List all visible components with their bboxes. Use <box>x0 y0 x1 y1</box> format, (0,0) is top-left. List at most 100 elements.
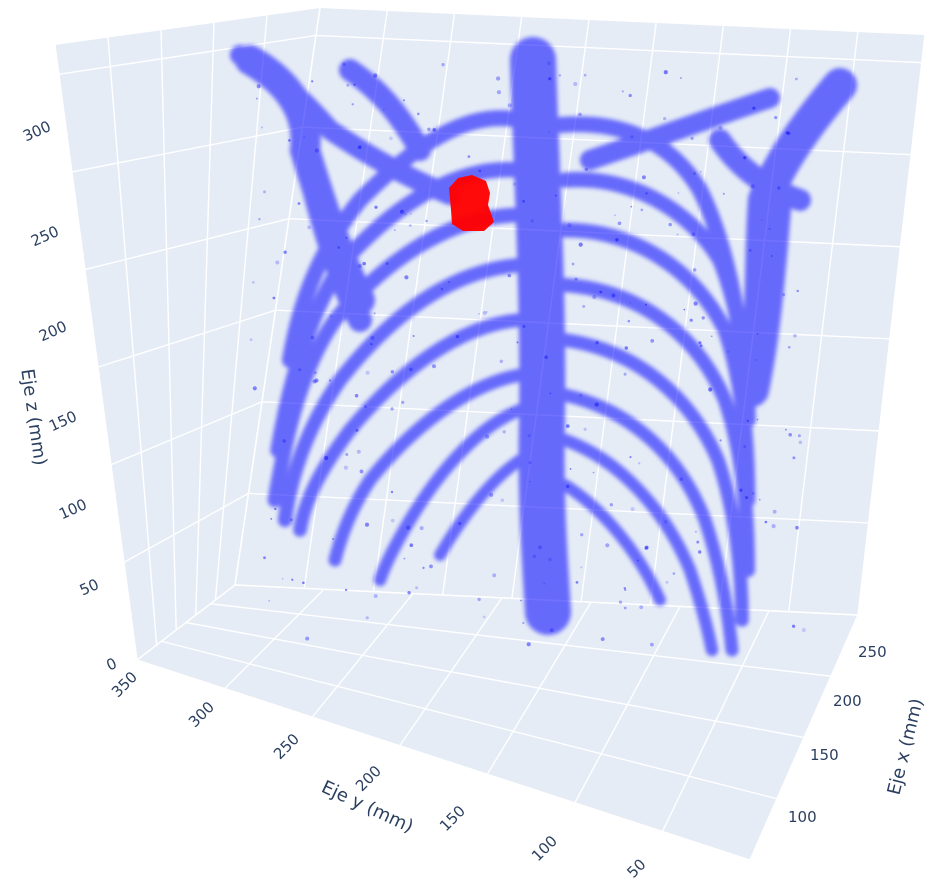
bone-point <box>548 130 551 133</box>
rib-left <box>434 454 526 561</box>
bone-point <box>543 582 546 585</box>
bone-point <box>408 224 412 227</box>
bone-point <box>409 543 414 548</box>
bone-point <box>701 316 705 320</box>
z-tick-label: 200 <box>36 317 69 345</box>
bone-point <box>795 77 798 81</box>
right-scapula <box>709 129 811 211</box>
bone-point <box>797 434 801 438</box>
bone-point <box>270 517 273 520</box>
bone-point <box>751 491 755 495</box>
right-clavicle <box>580 88 780 170</box>
y-tick-label: 250 <box>270 730 303 763</box>
y-tick-label: 150 <box>436 802 469 835</box>
bone-point <box>592 295 597 300</box>
bone-point <box>516 341 519 344</box>
bone-point <box>754 358 757 362</box>
bone-point <box>640 208 644 212</box>
bone-point <box>258 217 261 221</box>
bone-point <box>256 84 261 89</box>
lesion-marker <box>449 175 494 231</box>
bone-point <box>298 368 302 372</box>
bone-point <box>624 588 627 592</box>
bone-point <box>770 255 773 257</box>
bone-point <box>478 169 482 173</box>
bone-point <box>390 490 394 494</box>
bone-point <box>332 538 335 540</box>
y-tick-label: 100 <box>528 832 561 865</box>
bone-point <box>698 550 702 554</box>
bone-point <box>357 264 363 269</box>
bone-point <box>761 219 763 222</box>
bone-point <box>750 184 755 189</box>
bone-point <box>699 170 702 173</box>
bone-point <box>756 418 759 421</box>
bone-point <box>364 522 370 527</box>
bone-point <box>679 477 683 481</box>
right-scapula-blade <box>749 199 791 391</box>
bone-point <box>288 139 291 142</box>
bone-point <box>787 345 791 349</box>
rib-right <box>557 222 756 508</box>
bone-point <box>364 405 367 408</box>
bone-point <box>370 342 373 346</box>
bone-point <box>526 642 531 647</box>
bone-point <box>344 588 348 592</box>
bone-point <box>527 434 531 438</box>
bone-point <box>613 214 616 217</box>
bone-point <box>580 566 583 569</box>
bone-point <box>432 128 436 132</box>
bone-point <box>575 581 579 584</box>
bone-point <box>623 586 627 590</box>
bone-point <box>382 108 385 111</box>
bone-point <box>512 182 517 186</box>
x-tick-label: 200 <box>833 692 862 710</box>
bone-point <box>746 419 749 423</box>
bone-point <box>403 557 406 560</box>
bone-point <box>630 205 633 208</box>
bone-point <box>419 526 424 531</box>
bone-point <box>573 81 578 87</box>
bone-point <box>663 70 668 75</box>
bone-point <box>343 465 348 470</box>
pane-floor <box>137 585 858 860</box>
bone-point <box>373 594 378 599</box>
bone-point <box>485 434 490 439</box>
bone-point <box>507 273 512 278</box>
bone-point <box>528 461 532 465</box>
bone-point <box>698 341 702 345</box>
z-tick-label: 300 <box>20 117 53 145</box>
bone-point <box>337 246 341 249</box>
x-axis-title: Eje x (mm) <box>884 696 928 797</box>
series-lesion-points <box>449 175 494 231</box>
bone-point <box>447 280 451 284</box>
bone-point <box>549 628 554 633</box>
bone-point <box>599 290 603 294</box>
grid-line <box>107 37 158 646</box>
bone-point <box>385 262 389 265</box>
grid-line <box>97 309 276 368</box>
bone-point <box>500 498 505 502</box>
grid-line <box>84 217 290 271</box>
bone-point <box>522 200 525 203</box>
bone-point <box>756 333 759 335</box>
rib-left <box>373 403 527 587</box>
bone-point <box>650 339 655 343</box>
bone-point <box>617 221 622 226</box>
grid-line <box>210 603 832 677</box>
bone-point <box>567 222 572 228</box>
bone-point <box>696 540 700 544</box>
bone-point <box>268 599 271 602</box>
bone-point <box>328 379 332 382</box>
bone-point <box>251 280 255 284</box>
rib-right <box>559 479 666 606</box>
grid-line <box>195 22 215 616</box>
bone-point <box>672 572 676 575</box>
series-bone-points <box>230 37 857 657</box>
bone-point <box>547 61 551 66</box>
bone-point <box>365 370 370 375</box>
bone-point <box>796 289 799 293</box>
z-tick-label: 100 <box>56 495 89 523</box>
bone-point <box>373 312 376 315</box>
